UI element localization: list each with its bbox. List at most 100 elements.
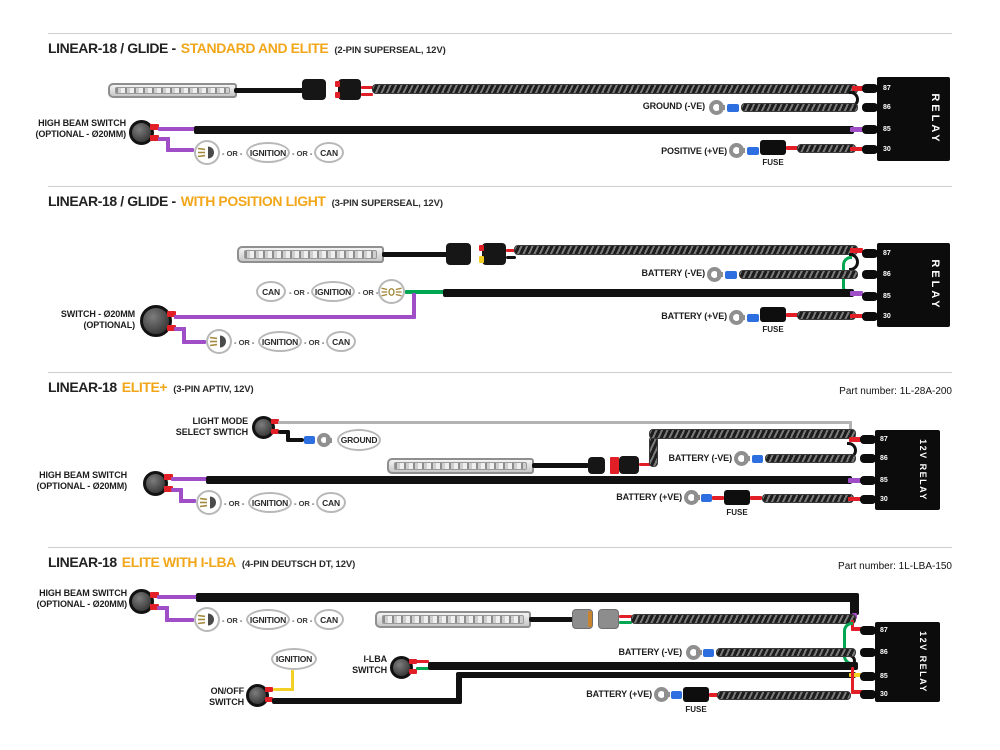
light-mode-select-switch	[252, 416, 275, 439]
purple-wire	[165, 618, 194, 622]
or-label: - OR -	[304, 338, 325, 347]
switch-terminal	[167, 325, 176, 331]
pin-30: 30	[883, 312, 891, 320]
purple-wire	[165, 606, 169, 622]
braided-harness	[649, 429, 856, 439]
high-beam-switch	[143, 471, 168, 496]
low-beam-icon-pill	[196, 490, 222, 515]
purple-wire	[179, 488, 183, 503]
led-light-bar	[108, 83, 237, 98]
pin-86: 86	[883, 103, 891, 111]
switch-trigger-wire-drop	[850, 597, 859, 615]
fuse-label: FUSE	[685, 705, 707, 714]
purple-wire	[166, 148, 194, 152]
switch-terminal	[265, 687, 273, 692]
red-wire	[786, 146, 798, 150]
mode-select-wire	[278, 421, 852, 424]
connector-plug	[302, 79, 326, 100]
title-highlight: ELITE WITH I-LBA	[121, 554, 237, 570]
relay-pin-stub-87	[862, 84, 878, 93]
onoff-switch-label: ON/OFF SWITCH	[200, 686, 244, 707]
wire-tip-85	[850, 127, 863, 132]
ring-terminal	[707, 267, 723, 282]
battery-pos-label: BATTERY (+VE)	[616, 492, 682, 502]
ring-terminal	[686, 645, 702, 660]
high-beam-switch	[129, 120, 154, 145]
fuse	[724, 490, 750, 505]
switch-terminal	[167, 311, 176, 317]
fuse-label: FUSE	[762, 158, 784, 167]
pin-30: 30	[880, 690, 888, 698]
relay-pin-stub-86	[860, 454, 876, 463]
part-number: Part number: 1L-28A-200	[839, 386, 952, 397]
ground-wire	[286, 430, 290, 442]
mode-select-wire	[849, 421, 852, 436]
relay-box: 12V RELAY 87 86 85 30	[875, 430, 940, 510]
connector-seal	[479, 245, 484, 251]
connector-socket	[338, 79, 361, 100]
or-label: - OR -	[222, 616, 243, 625]
pin-85: 85	[883, 292, 891, 300]
label-line: LIGHT MODE	[192, 416, 249, 426]
pigtail-wire	[506, 249, 516, 252]
relay-box: 12V RELAY 87 86 85 30	[875, 622, 940, 702]
switch-terminal	[164, 486, 173, 492]
wire-tip-87	[852, 86, 864, 91]
braided-harness	[631, 614, 856, 624]
pigtail-wire	[506, 256, 516, 259]
purple-wire	[158, 137, 170, 141]
green-wire	[405, 290, 445, 294]
wire-tip-30	[850, 147, 863, 151]
high-beam-switch-label: HIGH BEAM SWITCH (OPTIONAL - Ø20MM)	[20, 470, 127, 491]
crimp-connector	[752, 455, 763, 463]
can-pill: CAN	[256, 281, 286, 302]
braided-harness	[717, 691, 851, 700]
crimp-connector	[747, 147, 759, 155]
pin-87: 87	[880, 626, 888, 634]
crimp-connector	[703, 649, 714, 657]
purple-wire	[171, 488, 183, 492]
relay-pin-stub-85	[862, 125, 878, 134]
pin-87: 87	[883, 84, 891, 92]
red-wire	[786, 313, 798, 317]
braided-harness	[716, 648, 856, 657]
connector-plug	[588, 457, 605, 474]
label-line: HIGH BEAM SWITCH	[38, 118, 126, 128]
led-light-bar	[375, 611, 531, 628]
purple-wire	[182, 340, 206, 344]
ilba-wire	[428, 662, 858, 670]
pin-30: 30	[883, 145, 891, 153]
braided-harness	[739, 270, 858, 279]
braided-harness	[765, 454, 856, 463]
or-label: - OR -	[222, 149, 243, 158]
braided-harness	[797, 144, 856, 153]
position-light-icon-pill	[378, 279, 405, 304]
title-highlight: WITH POSITION LIGHT	[180, 193, 326, 209]
crimp-connector	[304, 436, 315, 444]
yellow-wire	[291, 670, 294, 691]
purple-wire	[174, 327, 186, 331]
high-beam-switch	[129, 589, 154, 614]
battery-pos-label: BATTERY (+VE)	[586, 689, 652, 699]
relay-pin-stub-87	[860, 626, 876, 635]
switch-terminal	[150, 592, 159, 598]
braided-harness	[741, 103, 858, 112]
led-segments	[115, 87, 230, 94]
or-label: - OR -	[292, 149, 313, 158]
connector-wedge	[588, 611, 592, 627]
relay-pin-stub-85	[862, 292, 878, 301]
low-beam-icon	[199, 496, 216, 509]
switch-terminal	[409, 669, 417, 674]
ground-wire	[286, 438, 304, 442]
switch-terminal	[150, 124, 159, 130]
or-label: - OR -	[294, 499, 315, 508]
relay-pin-stub-87	[860, 435, 876, 444]
ring-terminal	[317, 433, 332, 447]
switch-terminal	[265, 697, 273, 702]
relay-pin-stub-30	[862, 312, 878, 321]
can-pill: CAN	[316, 492, 346, 513]
label-line: SWITCH - Ø20MM	[60, 309, 135, 319]
pigtail-wire	[619, 615, 632, 618]
switch-terminal	[409, 659, 417, 664]
